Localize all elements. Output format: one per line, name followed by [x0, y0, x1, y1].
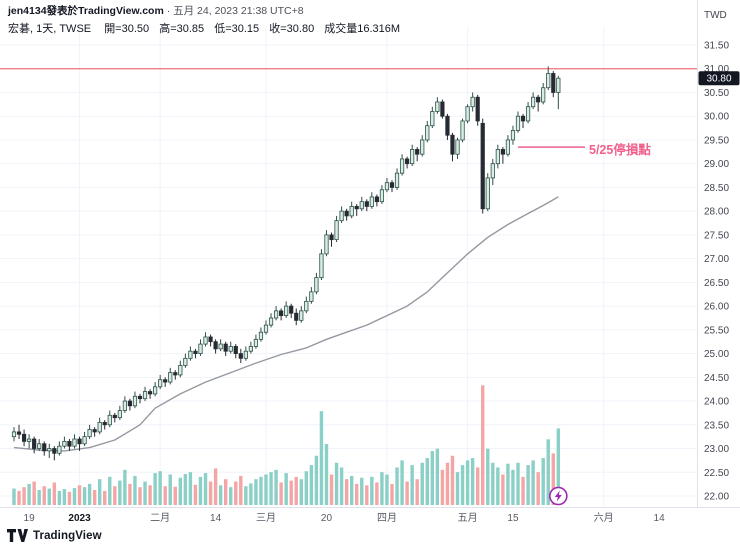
volume-series [12, 385, 561, 505]
lightning-icon[interactable] [549, 486, 568, 506]
stop-loss-annotation[interactable]: 5/25停損點 [589, 143, 651, 157]
ohlc-low: 低=30.15 [214, 23, 260, 35]
svg-text:30.80: 30.80 [706, 74, 731, 85]
svg-text:30.00: 30.00 [704, 112, 729, 123]
price-axis[interactable]: TWD 31.50 31.00 30.50 30.00 29.50 29.00 28.50 28… [704, 10, 729, 503]
svg-text:TWD: TWD [704, 10, 727, 21]
ohlc-open: 開=30.50 [104, 23, 150, 35]
svg-text:三月: 三月 [256, 512, 276, 524]
svg-text:二月: 二月 [150, 512, 170, 524]
attribution: jen4134發表於TradingView.com · 五月 24, 2023 … [8, 3, 304, 18]
svg-text:29.50: 29.50 [704, 135, 729, 146]
svg-text:31.00: 31.00 [704, 64, 729, 75]
symbol-info-row: 宏碁, 1天, TWSE 開=30.50 高=30.85 低=30.15 收=3… [8, 20, 407, 36]
attribution-date: · 五月 24, 2023 21:38 UTC+8 [163, 5, 304, 17]
last-price-badge: 30.80 [698, 71, 740, 86]
svg-text:22.00: 22.00 [704, 492, 729, 503]
svg-text:23.00: 23.00 [704, 444, 729, 455]
svg-text:19: 19 [24, 513, 36, 524]
svg-text:2023: 2023 [68, 513, 91, 524]
svg-text:22.50: 22.50 [704, 468, 729, 479]
svg-text:28.00: 28.00 [704, 207, 729, 218]
tradingview-logo-icon [7, 529, 28, 542]
svg-text:14: 14 [654, 513, 666, 524]
svg-text:31.50: 31.50 [704, 41, 729, 52]
volume-readout: 成交量16.316M [324, 23, 401, 35]
tradingview-footer[interactable]: TradingView [7, 529, 102, 542]
svg-text:30.50: 30.50 [704, 88, 729, 99]
ohlc-close: 收=30.80 [269, 23, 315, 35]
candlestick-series [11, 66, 561, 461]
ma-line [13, 196, 559, 452]
svg-text:29.00: 29.00 [704, 159, 729, 170]
attribution-user-link[interactable]: jen4134發表於TradingView.com [8, 5, 164, 17]
axis-separators [0, 0, 740, 508]
svg-text:24.50: 24.50 [704, 373, 729, 384]
svg-text:26.00: 26.00 [704, 302, 729, 313]
ohlc-high: 高=30.85 [159, 23, 205, 35]
svg-text:14: 14 [210, 513, 222, 524]
svg-text:24.00: 24.00 [704, 397, 729, 408]
symbol-title: 宏碁, 1天, TWSE [8, 23, 92, 35]
svg-text:六月: 六月 [594, 512, 614, 524]
svg-text:五月: 五月 [458, 512, 478, 524]
svg-text:27.00: 27.00 [704, 254, 729, 265]
svg-text:25.00: 25.00 [704, 349, 729, 360]
svg-text:25.50: 25.50 [704, 325, 729, 336]
svg-text:20: 20 [321, 513, 333, 524]
svg-text:26.50: 26.50 [704, 278, 729, 289]
chart-grid [0, 28, 697, 507]
svg-text:15: 15 [507, 513, 519, 524]
svg-text:23.50: 23.50 [704, 420, 729, 431]
time-axis[interactable]: 19 2023 二月 14 三月 20 四月 五月 15 六月 14 [24, 512, 666, 524]
tradingview-logo-text: TradingView [33, 529, 102, 542]
svg-text:四月: 四月 [377, 512, 397, 524]
svg-text:28.50: 28.50 [704, 183, 729, 194]
svg-text:27.50: 27.50 [704, 230, 729, 241]
